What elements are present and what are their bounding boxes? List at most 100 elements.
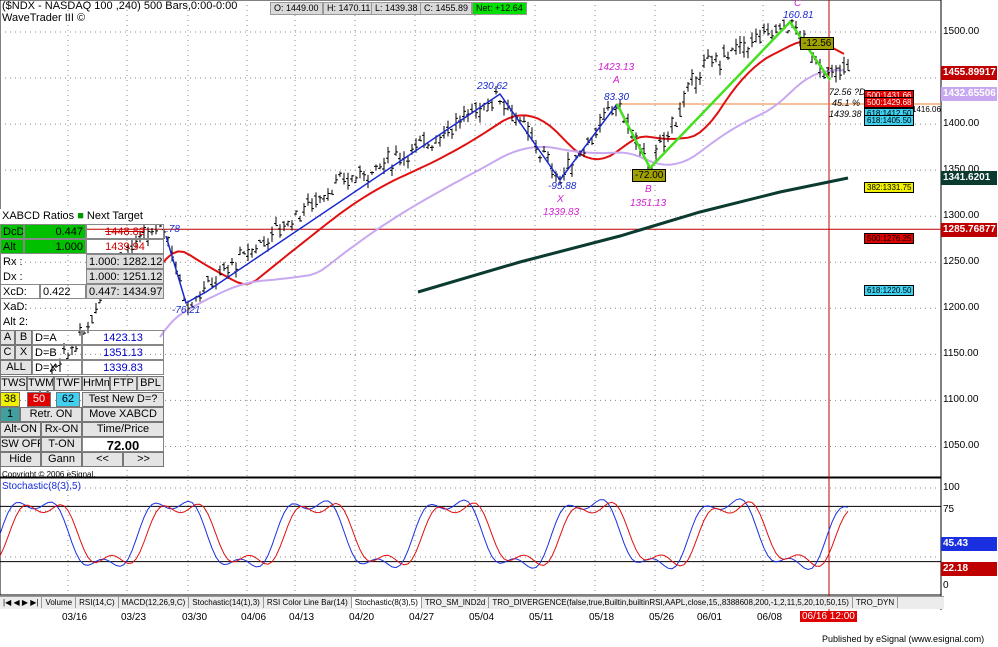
next-button[interactable]: >>	[123, 452, 164, 467]
stoch-blue-box: 45.43	[941, 537, 997, 551]
fib-level-tag: 618:1405.50	[864, 115, 914, 126]
footer-credit: Published by eSignal (www.esignal.com)	[822, 634, 985, 644]
t-on-button[interactable]: T-ON	[41, 437, 82, 452]
point-c-label: C	[794, 0, 802, 9]
d-equals-a-label: D=A	[32, 330, 82, 345]
test-new-d-button[interactable]: Test New D=?	[82, 392, 164, 407]
twm-button[interactable]: TWM	[27, 376, 54, 391]
hrmn-button[interactable]: HrMn	[82, 376, 110, 391]
x-tick: 05/18	[589, 612, 615, 623]
a-button[interactable]: A	[0, 330, 15, 345]
d-projection-price: 1439.38	[829, 109, 862, 119]
stoch-tick: 75	[943, 504, 955, 515]
open-value: O: 1449.00	[270, 2, 323, 15]
time-price-button[interactable]: Time/Price	[82, 422, 164, 437]
alt-value: 1439.94	[86, 239, 164, 254]
x-tick: 03/23	[121, 612, 147, 623]
fib-62-button[interactable]: 62	[56, 392, 80, 407]
wave-label: -95.88	[548, 181, 577, 192]
stochastic-lines	[0, 498, 849, 571]
stoch-blue-line	[0, 498, 849, 571]
tab-tro-dyn[interactable]: TRO_DYN	[853, 597, 899, 608]
tab-rsi-color[interactable]: RSI Color Line Bar(14)	[264, 597, 352, 608]
alt-on-button[interactable]: Alt-ON	[0, 422, 41, 437]
x-tick: 04/27	[409, 612, 435, 623]
hide-button[interactable]: Hide	[0, 452, 41, 467]
bpl-button[interactable]: BPL	[137, 376, 164, 391]
move-xabcd-button[interactable]: Move XABCD	[82, 407, 164, 422]
point-b-label: B	[645, 184, 652, 195]
ftp-button[interactable]: FTP	[110, 376, 137, 391]
prev-button[interactable]: <<	[82, 452, 123, 467]
x-tick: 04/13	[289, 612, 315, 623]
xad-label: XaD:	[3, 301, 28, 313]
fib-level-tag: 500:1429.68	[864, 97, 914, 108]
ma-violet-line	[159, 69, 844, 338]
y-tick: 1300.00	[943, 210, 980, 221]
gann-button[interactable]: Gann	[41, 452, 82, 467]
stoch-red-line	[0, 501, 849, 567]
d-projection-info: 72.56 ?D	[829, 87, 866, 97]
y-tick: 1400.00	[943, 118, 980, 129]
dcd-ratio[interactable]: 0.447	[24, 224, 86, 239]
low-value: L: 1439.38	[371, 2, 422, 15]
tws-button[interactable]: TWS	[0, 376, 27, 391]
last-price-box: 1455.89917	[941, 66, 997, 80]
dcd-label[interactable]: DcD	[0, 224, 24, 239]
x-tick: 06/01	[697, 612, 723, 623]
y-tick: 1100.00	[943, 394, 979, 405]
y-tick: 1050.00	[943, 440, 980, 451]
tab-rsi[interactable]: RSI(14,C)	[76, 597, 119, 608]
wave-label: -76.21	[172, 305, 201, 316]
wave-label: 160.81	[783, 10, 814, 21]
panel-title: XABCD Ratios	[2, 210, 75, 222]
y-tick: 1150.00	[943, 348, 979, 359]
fib-level-tag: 618:1220.50	[864, 285, 914, 296]
tab-stochastic-14[interactable]: Stochastic(14(1),3)	[189, 597, 264, 608]
dx-label: Dx :	[3, 271, 23, 283]
all-button[interactable]: ALL	[0, 360, 32, 375]
alt-ratio[interactable]: 1.000	[24, 239, 86, 254]
tab-nav-arrows[interactable]: |◀ ◀ ▶ ▶|	[0, 597, 43, 608]
one-button[interactable]: 1	[0, 407, 20, 422]
point-x-price: 1339.83	[543, 207, 580, 218]
x-tick: 05/26	[649, 612, 675, 623]
twf-button[interactable]: TWF	[54, 376, 82, 391]
study-tabs[interactable]: |◀ ◀ ▶ ▶| Volume RSI(14,C) MACD(12,26,9,C) S…	[0, 596, 944, 609]
point-x-label: X	[557, 194, 564, 205]
chart-grid	[0, 0, 942, 612]
y-tick: 1250.00	[943, 256, 980, 267]
y-tick: 1500.00	[943, 26, 980, 37]
moving-averages	[159, 39, 849, 338]
d-equals-x-value: 1339.83	[82, 360, 164, 375]
b-button[interactable]: B	[15, 330, 32, 345]
tab-macd[interactable]: MACD(12,26,9,C)	[119, 597, 190, 608]
x-tick: 03/30	[182, 612, 208, 623]
fib-38-button[interactable]: 38	[0, 392, 20, 407]
sw-off-button[interactable]: SW OFF	[0, 437, 41, 452]
xcd-label: XcD:	[0, 284, 40, 299]
panel-header: XABCD Ratios ■ Next Target	[0, 209, 164, 224]
b-retrace-box: -72.00	[632, 169, 667, 182]
tab-tro-divergence[interactable]: TRO_DIVERGENCE(false,true,Builtin,builti…	[489, 597, 853, 608]
next-target-label: Next Target	[86, 210, 143, 222]
x-button[interactable]: X	[15, 345, 32, 360]
c-button[interactable]: C	[0, 345, 15, 360]
y-tick: 1200.00	[943, 302, 980, 313]
x-tick: 04/06	[241, 612, 267, 623]
fib-50-button[interactable]: 50	[27, 392, 51, 407]
fib-level-tag: 500:1276.25	[864, 233, 914, 244]
tab-volume[interactable]: Volume	[42, 597, 77, 608]
tab-tro-sm[interactable]: TRO_SM_IND2d	[422, 597, 490, 608]
alt-label[interactable]: Alt	[0, 239, 24, 254]
value-display[interactable]: 72.00	[82, 437, 164, 452]
current-date-marker: 06/16 12:00	[800, 611, 857, 622]
stoch-tick: 0	[943, 580, 949, 591]
net-change: Net: +12.64	[472, 2, 527, 15]
d-equals-b-label: D=B	[32, 345, 82, 360]
tab-stochastic-8[interactable]: Stochastic(8(3),5)	[351, 597, 422, 608]
chart-title: ($NDX - NASDAQ 100 ,240) 500 Bars,0:00-0…	[2, 0, 238, 12]
retr-on-button[interactable]: Retr. ON	[20, 407, 82, 422]
rx-on-button[interactable]: Rx-ON	[41, 422, 82, 437]
